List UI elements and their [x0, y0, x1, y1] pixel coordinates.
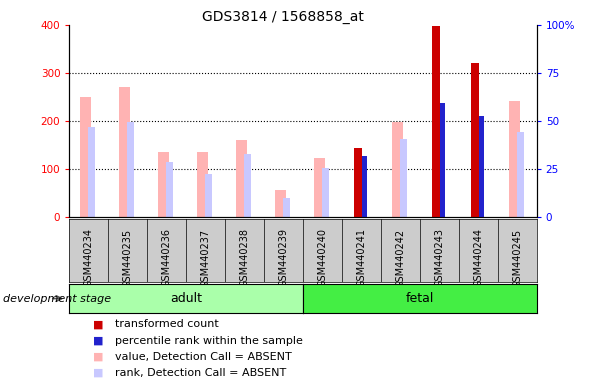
Text: GSM440235: GSM440235 — [123, 228, 133, 288]
Text: GSM440237: GSM440237 — [201, 228, 210, 288]
Text: GSM440245: GSM440245 — [512, 228, 522, 288]
Text: GSM440240: GSM440240 — [317, 228, 327, 287]
Text: percentile rank within the sample: percentile rank within the sample — [115, 336, 303, 346]
Bar — [400, 139, 407, 217]
Bar — [472, 63, 479, 217]
Bar — [322, 167, 329, 217]
Bar — [119, 88, 130, 217]
Text: rank, Detection Call = ABSENT: rank, Detection Call = ABSENT — [115, 368, 286, 378]
Text: GSM440242: GSM440242 — [396, 228, 405, 288]
Bar — [89, 127, 95, 217]
Bar — [283, 198, 290, 217]
Text: GSM440241: GSM440241 — [356, 228, 367, 287]
Bar — [479, 116, 484, 217]
Text: GDS3814 / 1568858_at: GDS3814 / 1568858_at — [203, 10, 364, 23]
Bar — [440, 103, 445, 217]
Text: GSM440238: GSM440238 — [239, 228, 250, 287]
Text: GSM440243: GSM440243 — [434, 228, 444, 287]
Bar — [197, 152, 208, 217]
Text: ■: ■ — [93, 336, 104, 346]
Bar — [80, 97, 91, 217]
Text: adult: adult — [170, 292, 202, 305]
Text: GSM440236: GSM440236 — [162, 228, 172, 287]
Text: development stage: development stage — [3, 293, 111, 304]
Bar — [517, 132, 524, 217]
Bar — [205, 174, 212, 217]
Bar — [275, 190, 286, 217]
Bar — [314, 159, 325, 217]
Text: GSM440234: GSM440234 — [84, 228, 94, 287]
Bar — [392, 122, 403, 217]
Text: fetal: fetal — [406, 292, 434, 305]
Bar — [355, 148, 362, 217]
Bar — [432, 26, 440, 217]
Text: ■: ■ — [93, 319, 104, 329]
Bar — [509, 101, 520, 217]
Text: value, Detection Call = ABSENT: value, Detection Call = ABSENT — [115, 352, 291, 362]
Bar — [362, 157, 367, 217]
Bar — [127, 122, 134, 217]
Text: GSM440239: GSM440239 — [279, 228, 289, 287]
Bar — [244, 154, 251, 217]
Bar — [158, 152, 169, 217]
Text: GSM440244: GSM440244 — [473, 228, 483, 287]
Bar — [166, 162, 173, 217]
Bar — [236, 140, 247, 217]
Text: ■: ■ — [93, 368, 104, 378]
Text: ■: ■ — [93, 352, 104, 362]
Text: transformed count: transformed count — [115, 319, 218, 329]
